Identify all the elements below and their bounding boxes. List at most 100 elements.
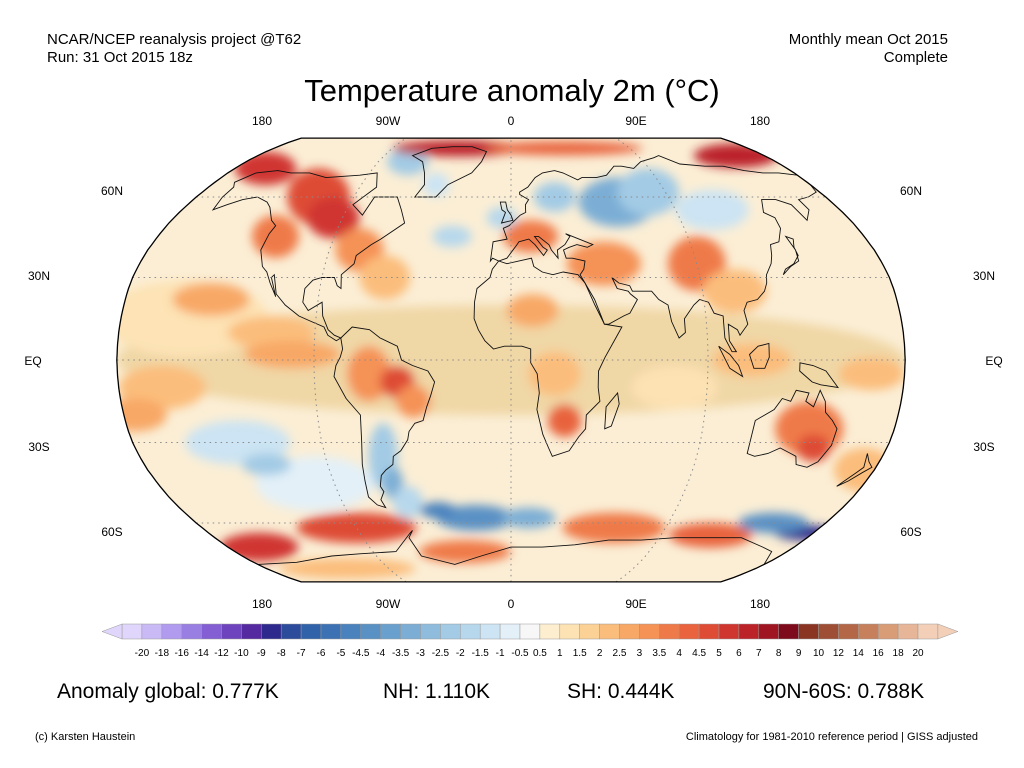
lat-label-right: 60N xyxy=(900,184,922,198)
colorbar-tick-label: 12 xyxy=(833,648,845,659)
lat-label-right: 60S xyxy=(900,525,921,539)
anomaly-region xyxy=(528,351,581,396)
period-label: Monthly mean Oct 2015 xyxy=(788,31,948,48)
colorbar-cell xyxy=(579,623,600,640)
coastline-uk xyxy=(499,201,514,224)
colorbar-cell xyxy=(141,623,163,640)
colorbar-tick-label: 5 xyxy=(716,648,722,659)
anomaly-region xyxy=(387,148,429,176)
lat-label-left: 60S xyxy=(101,525,122,539)
colorbar-cell xyxy=(499,623,521,640)
colorbar-cell xyxy=(161,623,182,640)
colorbar-cell xyxy=(400,623,421,640)
colorbar-tick-label: -6 xyxy=(317,648,326,659)
coastline-north-america xyxy=(211,170,406,342)
colorbar-tick-label: 7 xyxy=(756,648,762,659)
colorbar-cell xyxy=(718,623,740,640)
colorbar-tick-label: 4 xyxy=(676,648,682,659)
anomaly-field xyxy=(116,138,906,582)
anomaly-region xyxy=(839,357,905,391)
colorbar-tick-label: 6 xyxy=(736,648,742,659)
anomaly-region xyxy=(738,512,809,534)
colorbar-cell xyxy=(838,623,859,640)
colorbar-tick-label: -8 xyxy=(277,648,286,659)
anomaly-region xyxy=(279,558,416,579)
colorbar-tick-label: 1 xyxy=(557,648,563,659)
status-label: Complete xyxy=(883,49,948,66)
credit-label: (c) Karsten Haustein xyxy=(35,731,136,743)
colorbar-cell xyxy=(360,623,381,640)
colorbar-tick-label: -4 xyxy=(376,648,385,659)
lon-label-bottom: 0 xyxy=(508,597,515,611)
colorbar-tick-label: -1 xyxy=(496,648,505,659)
colorbar-cell xyxy=(798,623,819,640)
colorbar-cell xyxy=(659,623,680,640)
colorbar-cell xyxy=(897,623,919,640)
colorbar-tick-label: 8 xyxy=(776,648,782,659)
colorbar-tick-label: 2.5 xyxy=(613,648,627,659)
colorbar-cell xyxy=(738,623,760,640)
colorbar-tick-label: 4.5 xyxy=(692,648,706,659)
coastline-new-zealand xyxy=(836,453,873,487)
colorbar-tick-label: -3.5 xyxy=(392,648,410,659)
colorbar-cell xyxy=(678,623,700,640)
nh-anomaly: NH: 1.110K xyxy=(383,680,490,703)
colorbar-cell xyxy=(280,623,302,640)
sh-anomaly: SH: 0.444K xyxy=(567,680,675,703)
lon-label-bottom: 180 xyxy=(750,597,770,611)
coastline-africa xyxy=(473,257,623,457)
colorbar-tick-label: -2.5 xyxy=(432,648,450,659)
lon-label-top: 90W xyxy=(376,114,401,128)
colorbar-cell xyxy=(858,623,879,640)
colorbar-cell xyxy=(340,623,362,640)
coastline-japan xyxy=(782,235,800,276)
anomaly-region xyxy=(242,453,291,476)
coastline-antarctica xyxy=(257,530,773,565)
colorbar-cell xyxy=(539,623,561,640)
colorbar-cell xyxy=(758,623,779,640)
anomaly-region xyxy=(566,241,642,286)
anomaly-region xyxy=(359,255,411,300)
coastline-south-america xyxy=(333,326,436,509)
colorbar-cell xyxy=(440,623,461,640)
map-border xyxy=(116,137,906,583)
colorbar-cell xyxy=(201,623,222,640)
anomaly-region xyxy=(347,346,391,402)
colorbar-tick-label: -14 xyxy=(194,648,209,659)
lat-label-right: 30N xyxy=(973,269,995,283)
anomaly-region xyxy=(562,512,666,544)
anomaly-region xyxy=(307,197,360,239)
colorbar-tick-label: 18 xyxy=(893,648,905,659)
colorbar-cell xyxy=(599,623,620,640)
colorbar-cell xyxy=(241,623,262,640)
anomaly-region xyxy=(432,225,472,248)
colorbar-tick-label: -9 xyxy=(257,648,266,659)
meridian-line xyxy=(615,138,709,582)
lon-label-top: 180 xyxy=(750,114,770,128)
colorbar-arrow-max xyxy=(937,623,959,640)
colorbar-cell xyxy=(320,623,342,640)
run-label: Run: 31 Oct 2015 18z xyxy=(47,49,193,66)
colorbar-tick-label: 3.5 xyxy=(652,648,666,659)
lat-label-left: EQ xyxy=(24,354,41,368)
coastline-arabia-madagascar xyxy=(604,391,620,430)
polar-anomaly: 90N-60S: 0.788K xyxy=(763,680,925,703)
colorbar-tick-label: 10 xyxy=(813,648,825,659)
lon-label-top: 0 xyxy=(508,114,515,128)
anomaly-region xyxy=(396,384,431,418)
anomaly-region xyxy=(506,294,559,327)
colorbar-cell xyxy=(639,623,660,640)
colorbar-cell xyxy=(261,623,282,640)
colorbar-tick-label: 2 xyxy=(597,648,603,659)
colorbar-cell xyxy=(619,623,640,640)
colorbar-tick-label: -7 xyxy=(297,648,306,659)
coastline-borneo xyxy=(748,342,770,369)
lat-label-right: 30S xyxy=(973,440,994,454)
anomaly-region xyxy=(172,283,250,316)
anomaly-region xyxy=(796,434,831,462)
coastline-greenland xyxy=(411,146,488,198)
anomaly-region xyxy=(392,140,525,157)
colorbar-tick-label: 9 xyxy=(796,648,802,659)
